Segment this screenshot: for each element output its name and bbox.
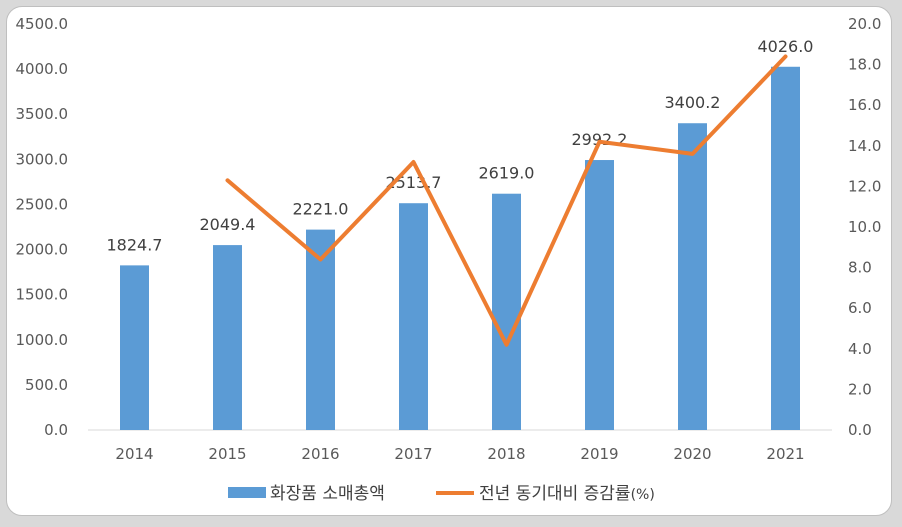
right-tick-label: 18.0 xyxy=(848,56,881,74)
x-tick-label: 2014 xyxy=(115,445,153,463)
right-tick-label: 16.0 xyxy=(848,96,881,114)
left-tick-label: 1000.0 xyxy=(16,331,69,349)
bar-data-label: 1824.7 xyxy=(107,235,163,254)
bar-data-label: 2619.0 xyxy=(479,164,535,183)
bar-data-label: 2049.4 xyxy=(200,215,256,234)
x-tick-label: 2018 xyxy=(487,445,525,463)
left-tick-label: 4500.0 xyxy=(16,15,69,33)
legend-label-bar: 화장품 소매총액 xyxy=(270,484,385,504)
x-tick-label: 2017 xyxy=(394,445,432,463)
bar xyxy=(771,66,800,431)
left-tick-label: 500.0 xyxy=(25,376,68,394)
legend-label-line: 전년 동기대비 증감률(%) xyxy=(479,484,655,504)
right-tick-label: 2.0 xyxy=(848,380,872,398)
x-tick-label: 2019 xyxy=(580,445,618,463)
bar xyxy=(399,203,428,430)
left-axis: 0.0 500.0 1000.0 1500.0 2000.0 2500.0 3000.0 35… xyxy=(16,15,69,439)
left-tick-label: 3500.0 xyxy=(16,105,69,123)
x-tick-label: 2021 xyxy=(766,445,804,463)
left-tick-label: 4000.0 xyxy=(16,60,69,78)
growth-rate-line xyxy=(225,54,788,347)
bar xyxy=(678,123,707,430)
bar xyxy=(492,193,521,430)
chart-card xyxy=(6,6,892,516)
left-tick-label: 0.0 xyxy=(44,421,68,439)
legend-swatch-bar xyxy=(228,487,266,498)
right-tick-label: 0.0 xyxy=(848,421,872,439)
right-tick-label: 20.0 xyxy=(848,15,881,33)
left-tick-label: 3000.0 xyxy=(16,150,69,168)
left-tick-label: 2500.0 xyxy=(16,195,69,213)
bar-data-labels: 1824.72049.42221.02513.72619.02992.23400… xyxy=(107,37,814,255)
right-tick-label: 12.0 xyxy=(848,177,881,195)
right-tick-label: 4.0 xyxy=(848,340,872,358)
x-tick-label: 2015 xyxy=(208,445,246,463)
bar-data-label: 2221.0 xyxy=(293,200,349,219)
x-axis: 2014 2015 2016 2017 2018 2019 2020 2021 xyxy=(115,445,804,463)
bar xyxy=(120,265,149,430)
right-tick-label: 14.0 xyxy=(848,137,881,155)
legend-line-unit: (%) xyxy=(631,487,655,503)
x-tick-label: 2016 xyxy=(301,445,339,463)
bar xyxy=(213,245,242,430)
right-axis: 0.0 2.0 4.0 6.0 8.0 10.0 12.0 14.0 16.0 18.0 20.0 xyxy=(848,15,881,439)
bar-data-label: 4026.0 xyxy=(758,37,814,56)
legend: 화장품 소매총액 전년 동기대비 증감률(%) xyxy=(228,484,655,504)
right-tick-label: 8.0 xyxy=(848,259,872,277)
x-tick-label: 2020 xyxy=(673,445,711,463)
bar-series xyxy=(120,66,800,431)
left-tick-label: 2000.0 xyxy=(16,241,69,259)
legend-line-name: 전년 동기대비 증감률 xyxy=(479,484,631,504)
right-tick-label: 6.0 xyxy=(848,299,872,317)
bar xyxy=(585,160,614,431)
bar xyxy=(306,229,335,430)
left-tick-label: 1500.0 xyxy=(16,286,69,304)
right-tick-label: 10.0 xyxy=(848,218,881,236)
bar-data-label: 3400.2 xyxy=(665,93,721,112)
line-series xyxy=(225,54,788,347)
